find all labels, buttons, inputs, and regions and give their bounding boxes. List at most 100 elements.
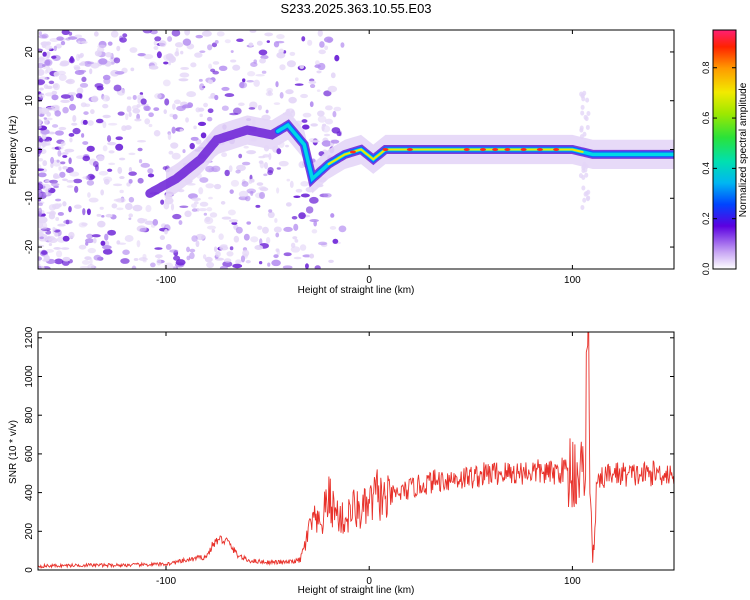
spectrogram-speckle xyxy=(221,152,228,158)
spectrogram-speckle xyxy=(199,113,203,118)
spectrogram-speckle xyxy=(186,91,197,98)
spectrogram-speckle xyxy=(338,225,347,233)
spectrogram-speckle xyxy=(582,131,587,137)
spectrogram-speckle xyxy=(105,52,112,58)
spectrogram-speckle xyxy=(38,57,46,64)
spectrogram-speckle xyxy=(38,197,42,202)
spectrogram-speckle xyxy=(207,108,214,114)
spectrogram-speckle xyxy=(220,200,226,205)
spectrogram-speckle xyxy=(170,203,175,211)
spectrogram-speckle xyxy=(316,70,322,74)
spectrogram-speckle xyxy=(336,131,342,137)
spectrogram-speckle xyxy=(258,49,268,56)
spectrogram-speckle xyxy=(230,179,240,187)
spectrogram-speckle xyxy=(119,37,127,43)
spectrogram-speckle xyxy=(222,260,233,268)
spectrogram-speckle xyxy=(55,43,62,49)
spectrogram-speckle xyxy=(171,126,176,134)
spectrogram-speckle xyxy=(582,197,587,203)
spectrogram-speckle xyxy=(283,252,292,257)
spectrogram-speckle xyxy=(69,171,80,177)
spectrogram-speckle xyxy=(199,50,206,53)
spectrogram-speckle xyxy=(38,69,45,76)
spectrogram-speckle xyxy=(208,63,213,69)
spectrogram-speckle xyxy=(132,204,143,212)
spectrogram-speckle xyxy=(229,189,234,194)
spectrogram-speckle xyxy=(38,141,42,148)
spectrogram-y-tick-label: 0 xyxy=(24,146,35,152)
spectrogram-speckle xyxy=(58,166,62,171)
spectrogram-speckle xyxy=(205,165,215,173)
spectrogram-speckle xyxy=(42,160,48,167)
spectrogram-speckle xyxy=(38,118,42,126)
spectrogram-speckle xyxy=(317,62,326,71)
spectrogram-speckle xyxy=(228,165,233,173)
spectrogram-speckle xyxy=(118,157,126,161)
spectrogram-speckle xyxy=(62,154,68,158)
spectrogram-speckle xyxy=(38,202,43,207)
snr-x-label: Height of straight line (km) xyxy=(298,585,415,596)
spectrogram-speckle xyxy=(271,259,281,267)
spectrogram-speckle xyxy=(60,141,66,147)
spectrogram-speckle xyxy=(38,191,42,197)
spectrogram-speckle xyxy=(278,48,285,54)
spectrogram-speckle xyxy=(105,213,113,218)
spectrogram-y-tick-label: -20 xyxy=(24,239,35,254)
spectrogram-speckle xyxy=(580,104,585,110)
spectrogram-speckle xyxy=(276,187,280,194)
spectrogram-speckle xyxy=(182,38,192,46)
spectrogram-speckle xyxy=(107,141,117,146)
spectrogram-speckle xyxy=(130,67,135,72)
spectrogram-speckle xyxy=(301,36,306,42)
spectrogram-speckle xyxy=(54,110,62,117)
spectrogram-speckle xyxy=(309,196,319,204)
spectrogram-speckle xyxy=(62,201,67,207)
spectrogram-speckle xyxy=(307,39,313,46)
spectrogram-speckle xyxy=(128,217,132,220)
spectrogram-speckle xyxy=(121,125,127,132)
spectrogram-speckle xyxy=(133,258,139,261)
spectrogram-speckle xyxy=(128,171,137,176)
spectrogram-speckle xyxy=(159,235,166,241)
spectrogram-speckle xyxy=(207,44,213,51)
spectrogram-speckle xyxy=(45,235,56,241)
spectrogram-speckle xyxy=(58,126,67,131)
spectrogram-speckle xyxy=(206,261,215,269)
spectrogram-speckle xyxy=(139,227,147,233)
spectrogram-speckle xyxy=(81,76,87,83)
spectrogram-speckle xyxy=(189,142,195,150)
snr-frame xyxy=(37,331,675,571)
spectrogram-speckle xyxy=(216,31,225,37)
spectrogram-speckle xyxy=(154,247,163,250)
spectrogram-speckle xyxy=(92,160,99,168)
spectrogram-speckle xyxy=(128,178,133,184)
spectrogram-speckle xyxy=(38,125,42,129)
spectrogram-speckle xyxy=(197,121,207,126)
spectrogram-speckle xyxy=(231,221,238,225)
spectrogram-speckle xyxy=(38,94,42,98)
snr-y-tick-label: 1000 xyxy=(24,365,35,388)
spectrogram-speckle xyxy=(323,193,332,198)
spectrogram-speckle xyxy=(308,80,317,85)
spectrogram-speckle xyxy=(55,216,60,222)
spectrogram-speckle xyxy=(235,259,242,265)
spectrogram-speckle xyxy=(294,83,304,86)
spectrogram-speckle xyxy=(102,74,111,81)
spectrogram-speckle xyxy=(289,180,294,189)
spectrogram-speckle xyxy=(54,232,59,237)
spectrogram-speckle xyxy=(154,93,162,99)
spectrogram-speckle xyxy=(163,109,168,115)
spectrogram-speckle xyxy=(276,167,281,170)
spectrogram-speckle xyxy=(262,226,269,234)
snr-panel: -100 0 100 0 200 400 600 800 1000 1200 Height of… xyxy=(8,326,675,596)
spectrogram-speckle xyxy=(154,254,163,259)
spectrogram-speckle xyxy=(57,223,66,227)
spectrogram-speckle xyxy=(305,206,314,214)
spectrogram-speckle xyxy=(201,30,212,37)
spectrogram-speckle xyxy=(266,87,273,93)
spectrogram-speckle xyxy=(86,233,94,239)
spectrogram-speckle xyxy=(57,150,62,157)
spectrogram-speckle xyxy=(184,210,192,218)
spectrogram-speckle xyxy=(584,172,589,178)
spectrogram-speckle xyxy=(42,141,47,148)
